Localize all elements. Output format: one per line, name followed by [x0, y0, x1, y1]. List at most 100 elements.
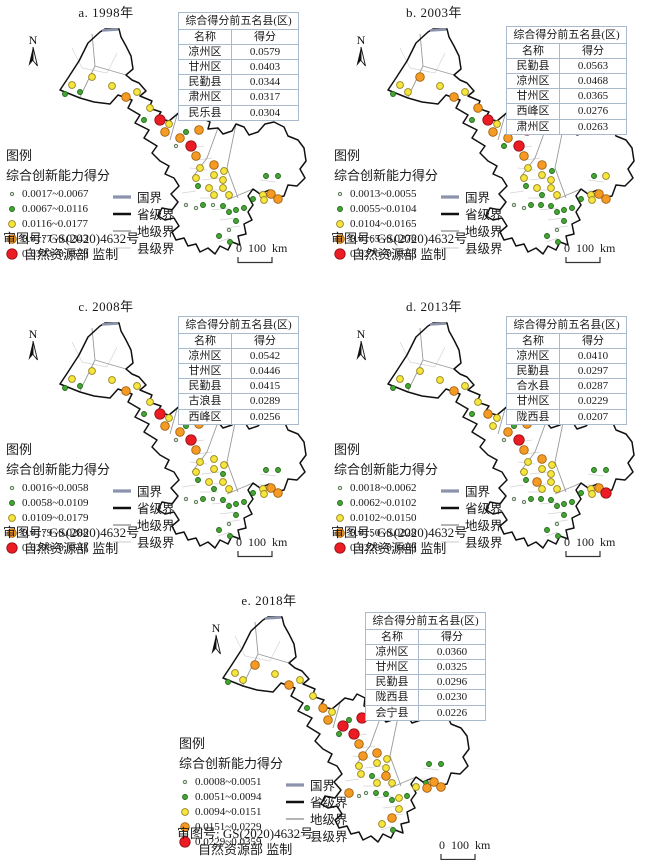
class-dot-icon: [335, 527, 345, 538]
score-dot: [226, 521, 232, 527]
legend-line-item: 省级界: [112, 499, 175, 516]
score-dot: [373, 790, 379, 796]
national-boundary-icon: [113, 194, 131, 199]
legend-line-label: 省级界: [465, 208, 503, 222]
legend-line-label: 县级界: [310, 830, 348, 844]
score-dot: [538, 202, 544, 208]
county-boundary-line: [81, 67, 108, 74]
scale-bar-bracket: [237, 551, 273, 558]
score-dot: [524, 458, 532, 466]
county-boundary-line: [509, 190, 525, 194]
legend-score-label: 综合创新能力得分: [334, 168, 439, 183]
province-map: [22, 28, 314, 287]
score-dot: [511, 496, 517, 502]
score-dot: [405, 383, 411, 389]
score-dot: [521, 205, 527, 211]
map-approval-note: 审图号: GS(2020)4632号 自然资源部 监制: [331, 231, 467, 264]
score-dot: [503, 133, 513, 143]
score-dot: [373, 779, 381, 787]
scale-unit: km: [475, 838, 491, 852]
legend-line-item: 县级界: [440, 533, 503, 550]
legend-line-list: 国界 省级界 地级界 县级界: [112, 482, 175, 550]
score-dot: [192, 174, 200, 182]
county-score: 0.0304: [231, 104, 299, 121]
score-dot: [554, 227, 560, 233]
county-boundary-icon: [441, 246, 459, 249]
county-name: 民勤县: [178, 74, 232, 91]
score-dot: [183, 202, 189, 208]
county-boundary-line: [587, 473, 605, 477]
score-dot: [273, 488, 283, 498]
county-boundary-line: [181, 190, 197, 194]
score-dot: [309, 692, 317, 700]
legend-class-range: 0.0229~0.0359: [195, 835, 262, 848]
score-dot: [404, 793, 410, 799]
legend: 图例 综合创新能力得分 0.0013~0.0055 0.0055~0.0104 0.…: [334, 145, 524, 261]
legend-score-label: 综合创新能力得分: [179, 756, 284, 771]
county-score: 0.0297: [559, 363, 627, 380]
scale-hundred: 100: [248, 535, 266, 549]
legend-class-range: 0.0058~0.0109: [22, 496, 89, 509]
score-dot: [538, 171, 546, 179]
score-dot: [601, 194, 611, 204]
county-score: 0.0410: [559, 348, 627, 365]
top5-table: 综合得分前五名县(区) 名称 得分 凉州区 0.0579 甘州区 0.0403 民勤县 0…: [178, 11, 299, 121]
score-dot: [383, 791, 389, 797]
county-boundary-line: [359, 745, 376, 749]
county-score: 0.0542: [231, 348, 299, 365]
approval-agency: 自然资源部 监制: [23, 247, 119, 263]
legend-class-item: 0.0094~0.0151: [179, 804, 283, 819]
legend-line-item: 国界: [440, 482, 503, 499]
county-boundary-line: [364, 765, 384, 769]
score-dot: [200, 202, 206, 208]
prefecture-boundary-line: [169, 114, 178, 141]
map-panel: c. 2008年 N 综合得分前五名县(区) 名称 得分 凉州区 0.0542 甘州…: [0, 294, 325, 574]
score-dot: [519, 445, 529, 455]
legend-class-range: 0.0016~0.0058: [22, 481, 89, 494]
county-boundary-line: [539, 207, 559, 211]
scale-hundred: 100: [576, 241, 594, 255]
county-name: 甘州区: [506, 88, 560, 105]
scale-bar-bracket: [440, 854, 476, 860]
class-dot-icon: [179, 835, 191, 848]
legend-class-range: 0.0013~0.0055: [350, 187, 417, 200]
score-dot: [121, 386, 131, 396]
score-dot: [524, 164, 532, 172]
score-dot: [511, 202, 517, 208]
table-row: 民勤县 0.0563: [506, 58, 627, 75]
county-boundary-line: [399, 341, 411, 363]
county-score: 0.0403: [231, 59, 299, 76]
prefecture-boundary-icon: [113, 523, 131, 526]
score-dot: [133, 88, 141, 96]
table-col-score: 得分: [231, 333, 299, 350]
county-score: 0.0230: [418, 689, 486, 706]
province-boundary-icon: [113, 212, 131, 215]
top5-rows: 民勤县 0.0563 凉州区 0.0468 甘州区 0.0365 西峰区 0.0276 肃州区 0…: [506, 58, 627, 135]
score-dot: [250, 660, 260, 670]
county-score: 0.0276: [559, 103, 627, 120]
legend-class-item: 0.0067~0.0116: [6, 201, 110, 216]
county-score: 0.0344: [231, 74, 299, 91]
prefecture-boundary-line: [226, 482, 254, 495]
score-dot: [231, 669, 239, 677]
county-boundary-line: [524, 451, 541, 455]
county-score: 0.0446: [231, 363, 299, 380]
county-boundary-line: [71, 47, 83, 69]
province-map: [22, 322, 314, 581]
score-dot: [537, 454, 547, 464]
score-dot: [337, 720, 349, 732]
scale-bar-labels: 0 100 km: [439, 838, 490, 853]
prefecture-boundary-line: [226, 188, 254, 201]
legend-class-range: 0.0109~0.0179: [22, 511, 89, 524]
county-name: 陇西县: [365, 689, 419, 706]
score-dot: [416, 367, 424, 375]
county-boundary-line: [196, 451, 213, 455]
scale-bar: 0 100 km: [564, 535, 615, 558]
legend-class-range: 0.0177~0.0343: [22, 232, 89, 245]
scale-unit: km: [600, 535, 616, 549]
legend-line-item: 省级界: [440, 499, 503, 516]
score-dot: [108, 82, 116, 90]
score-dot: [219, 478, 227, 486]
prefecture-boundary-icon: [286, 817, 304, 820]
score-dot: [195, 183, 201, 189]
